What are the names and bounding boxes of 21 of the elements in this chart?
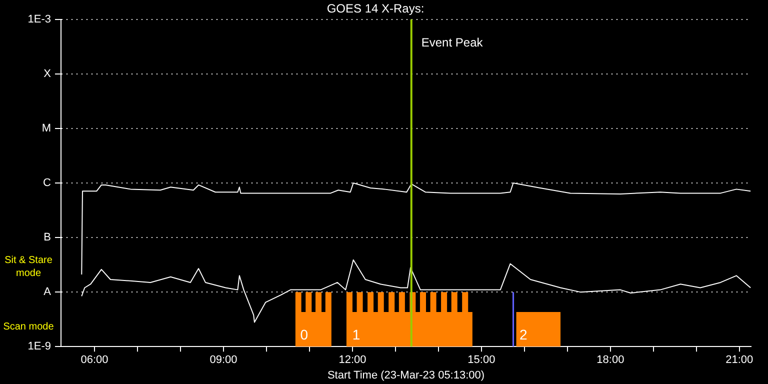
x-tick-label: 15:00 <box>468 354 496 366</box>
y-tick-label: B <box>44 232 51 244</box>
x-tick-label: 21:00 <box>726 354 754 366</box>
x-tick-label: 18:00 <box>596 354 624 366</box>
y-tick-label: 1E-9 <box>28 340 51 353</box>
text: Scan mode <box>3 321 54 332</box>
x-tick-label: 06:00 <box>80 354 108 366</box>
y-tick-label: M <box>42 122 51 134</box>
y-tick-label: 1E-3 <box>28 13 51 26</box>
y-tick-label: X <box>44 68 52 80</box>
annotation: 2 <box>520 326 528 342</box>
y-tick-label: C <box>43 177 52 190</box>
y-tick-label: A <box>44 286 52 298</box>
x-axis-title: Start Time (23-Mar-23 05:13:00) <box>327 369 485 382</box>
x-tick-label: 12:00 <box>338 354 366 366</box>
x-tick-label: 09:00 <box>210 354 238 366</box>
text: Sit & Stare mode <box>4 254 53 279</box>
annotation: 1 <box>352 326 360 342</box>
annotation: 0 <box>300 326 308 342</box>
ref-line-label: Event Peak <box>421 36 484 50</box>
chart-title: GOES 14 X-Rays: <box>326 2 424 16</box>
